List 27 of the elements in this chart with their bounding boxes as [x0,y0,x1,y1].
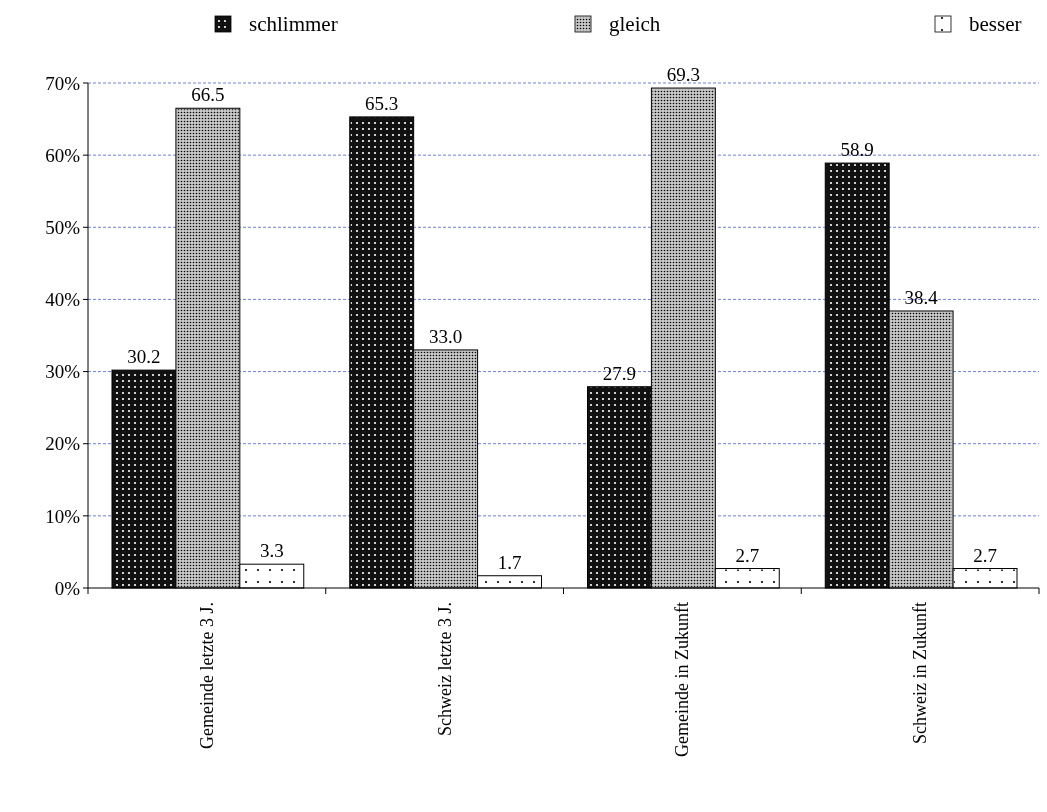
data-label: 1.7 [497,551,522,573]
data-label: 65.3 [365,92,399,114]
data-label: 66.5 [191,84,225,106]
data-label: 58.9 [840,139,874,161]
legend-label: schlimmer [249,12,338,37]
data-label: 2.7 [973,544,997,566]
data-label: 30.2 [127,346,161,368]
data-label: 3.3 [259,540,284,562]
y-tick-label: 0% [54,577,81,599]
y-tick-label: 10% [45,505,81,527]
y-tick-label: 50% [45,216,81,238]
data-label: 38.4 [904,286,939,308]
y-tick-label: 40% [45,289,81,311]
data-label: 69.3 [666,64,700,86]
data-label: 33.0 [429,325,463,347]
x-tick-label: Gemeinde in Zukunft [672,602,693,757]
data-label: 27.9 [602,362,637,384]
data-label: 2.7 [735,544,760,566]
x-tick-label: Schweiz in Zukunft [910,602,931,744]
x-tick-label: Schweiz letzte 3 J. [434,602,455,736]
x-tick-label: Gemeinde letzte 3 J. [196,602,217,749]
y-tick-label: 30% [45,361,81,383]
y-tick-label: 70% [45,72,81,94]
y-tick-label: 60% [45,144,81,166]
legend-label: gleich [609,12,661,37]
legend-label: besser [969,12,1022,37]
y-tick-label: 20% [45,433,81,455]
